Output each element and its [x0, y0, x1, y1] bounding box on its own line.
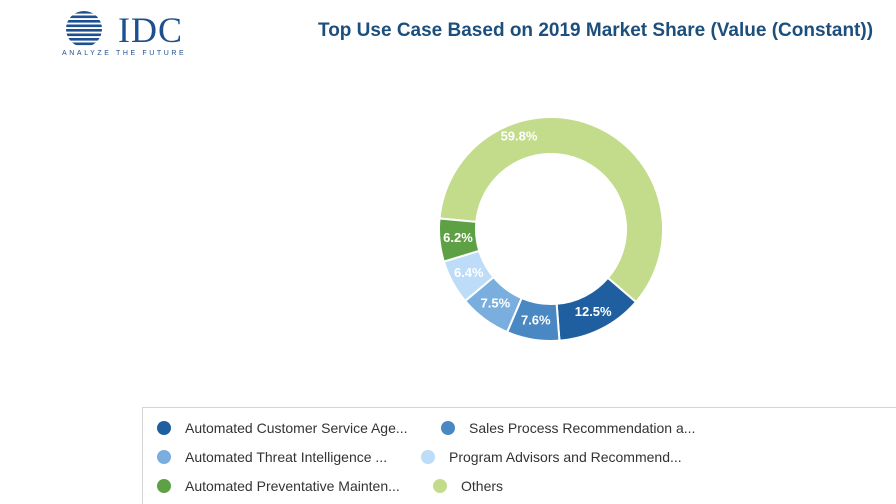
slice-data-label: 6.4%	[454, 265, 484, 280]
legend-label: Automated Preventative Mainten...	[185, 478, 400, 494]
legend-item[interactable]: Others	[433, 478, 503, 494]
idc-logo: IDC ANALYZE THE FUTURE	[60, 10, 200, 60]
legend-label: Automated Customer Service Age...	[185, 420, 408, 436]
slice-data-label: 12.5%	[575, 304, 612, 319]
legend-marker	[157, 421, 171, 435]
idc-globe-icon	[66, 11, 102, 46]
logo-text: IDC	[118, 10, 183, 50]
legend-label: Others	[461, 478, 504, 494]
legend-item[interactable]: Automated Preventative Mainten...	[157, 478, 400, 494]
legend-item[interactable]: Sales Process Recommendation a...	[441, 420, 695, 436]
donut-slice[interactable]	[438, 116, 664, 304]
legend-marker	[441, 421, 455, 435]
slice-data-label: 6.2%	[443, 230, 473, 245]
legend-label: Sales Process Recommendation a...	[469, 420, 696, 436]
legend-marker	[421, 450, 435, 464]
logo-tagline: ANALYZE THE FUTURE	[62, 50, 187, 57]
chart-title: Top Use Case Based on 2019 Market Share …	[318, 20, 874, 41]
legend-item[interactable]: Program Advisors and Recommend...	[421, 449, 682, 465]
slice-data-label: 7.5%	[481, 296, 511, 311]
legend-marker	[157, 450, 171, 464]
legend-marker	[157, 479, 171, 493]
legend-item[interactable]: Automated Customer Service Age...	[157, 420, 408, 436]
slice-data-label: 59.8%	[501, 128, 538, 143]
donut-slice[interactable]	[438, 217, 481, 263]
legend-marker	[433, 479, 447, 493]
legend-label: Automated Threat Intelligence ...	[185, 449, 388, 465]
donut-chart: 59.8% 12.5% 7.6% 7.5% 6.4% 6.2%	[438, 116, 664, 342]
chart-legend: Automated Customer Service Age... Sales …	[142, 407, 896, 504]
slice-data-label: 7.6%	[521, 313, 551, 328]
legend-label: Program Advisors and Recommend...	[449, 449, 682, 465]
legend-item[interactable]: Automated Threat Intelligence ...	[157, 449, 387, 465]
